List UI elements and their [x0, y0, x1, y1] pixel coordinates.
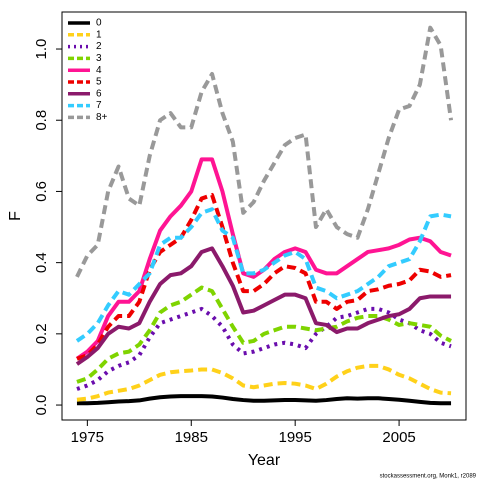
x-tick-label: 2005 [382, 429, 415, 446]
series-line [76, 306, 452, 391]
x-tick-label: 1995 [278, 429, 311, 446]
legend-label: 6 [96, 88, 102, 99]
series-line [76, 285, 452, 384]
y-tick-label: 0.0 [33, 395, 50, 416]
x-tick-label: 1985 [175, 429, 208, 446]
legend-label: 3 [96, 53, 102, 64]
plot-frame [61, 11, 467, 421]
y-tick-label: 0.2 [33, 323, 50, 344]
y-tick-label: 1.0 [33, 39, 50, 60]
legend-label: 0 [96, 18, 102, 29]
y-tick-label: 0.4 [33, 252, 50, 273]
y-tick-label: 0.8 [33, 110, 50, 131]
series-line [76, 394, 452, 406]
series-line [75, 207, 452, 343]
y-tick-label: 0.6 [33, 181, 50, 202]
legend-label: 8+ [96, 112, 108, 123]
legend-label: 1 [96, 29, 102, 40]
caption: stockassessment.org, Monk1, r2089 [380, 474, 477, 480]
y-axis-title: F [7, 211, 24, 221]
x-axis-title: Year [248, 452, 281, 469]
legend-label: 5 [96, 77, 102, 88]
legend-label: 4 [96, 65, 102, 76]
legend-label: 2 [96, 41, 102, 52]
series-line [76, 192, 452, 361]
series-line [76, 363, 452, 402]
x-tick-label: 1975 [71, 429, 104, 446]
series-line [75, 246, 452, 366]
series-line [75, 157, 452, 361]
series-line [75, 25, 454, 278]
legend-label: 7 [96, 100, 102, 111]
